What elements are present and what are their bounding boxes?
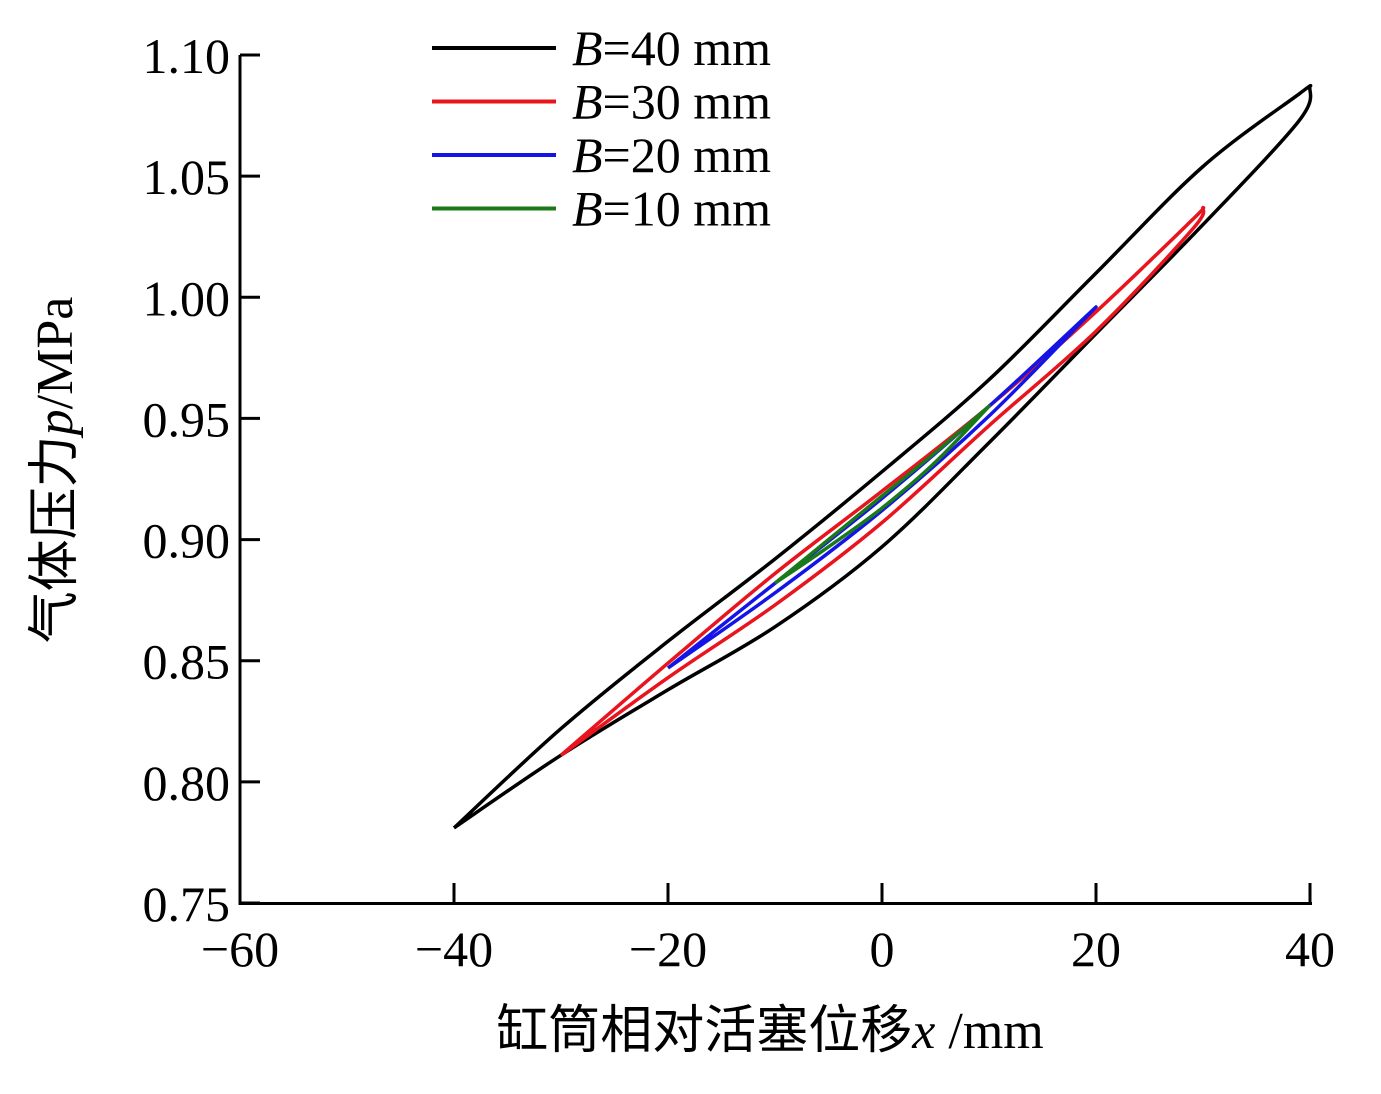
legend-label-var: B [572,181,603,237]
legend-label-1: B=40 mm [572,20,771,76]
x-axis-title-text: 缸筒相对活塞位移 [496,1002,912,1060]
axes-group [238,55,1312,905]
y-tick-label: 1.05 [143,149,231,205]
series-line-1 [452,83,1313,830]
x-tick-label: 20 [1071,921,1121,977]
legend-label-value: =20 mm [603,127,772,183]
y-tick-label: 1.00 [143,270,231,326]
y-tick-label: 0.80 [143,755,231,811]
legend-label-4: B=10 mm [572,181,771,237]
legend-label-value: =40 mm [603,20,772,76]
x-tick-label: −60 [201,921,279,977]
y-axis-title-text: 气体压力 [27,435,84,643]
legend-label-value: =30 mm [603,74,772,130]
legend-label-value: =10 mm [603,181,772,237]
y-ticks-group: 0.75 0.80 0.85 0.90 0.95 1.00 1.05 1.10 [143,28,260,932]
x-tick-label: −40 [415,921,493,977]
series-line-2 [559,205,1206,757]
legend: B=40 mmB=30 mmB=20 mmB=10 mm [432,20,771,237]
legend-label-var: B [572,20,603,76]
x-ticks-group: −60 −40 −20 0 20 40 [201,883,1335,977]
x-tick-label: −20 [629,921,707,977]
x-axis-title-var: x [911,1003,935,1060]
plot-series-group [452,83,1313,830]
x-axis-title: 缸筒相对活塞位移x /mm [496,1002,1043,1060]
legend-label-var: B [572,74,603,130]
x-axis-title-unit: /mm [935,1003,1043,1060]
series-line-4 [773,404,991,585]
y-tick-label: 0.85 [143,634,231,690]
legend-label-var: B [572,127,603,183]
y-tick-label: 0.75 [143,876,231,932]
series-line-3 [666,305,1098,670]
y-tick-label: 0.95 [143,391,231,447]
y-axis-title-var: p [27,409,84,439]
legend-label-2: B=30 mm [572,74,771,130]
x-tick-label: 0 [870,921,895,977]
y-tick-label: 1.10 [143,28,231,84]
y-axis-title: 气体压力p/MPa [27,297,84,644]
x-tick-label: 40 [1285,921,1335,977]
y-axis-title-unit: /MPa [27,297,84,410]
y-tick-label: 0.90 [143,513,231,569]
legend-label-3: B=20 mm [572,127,771,183]
